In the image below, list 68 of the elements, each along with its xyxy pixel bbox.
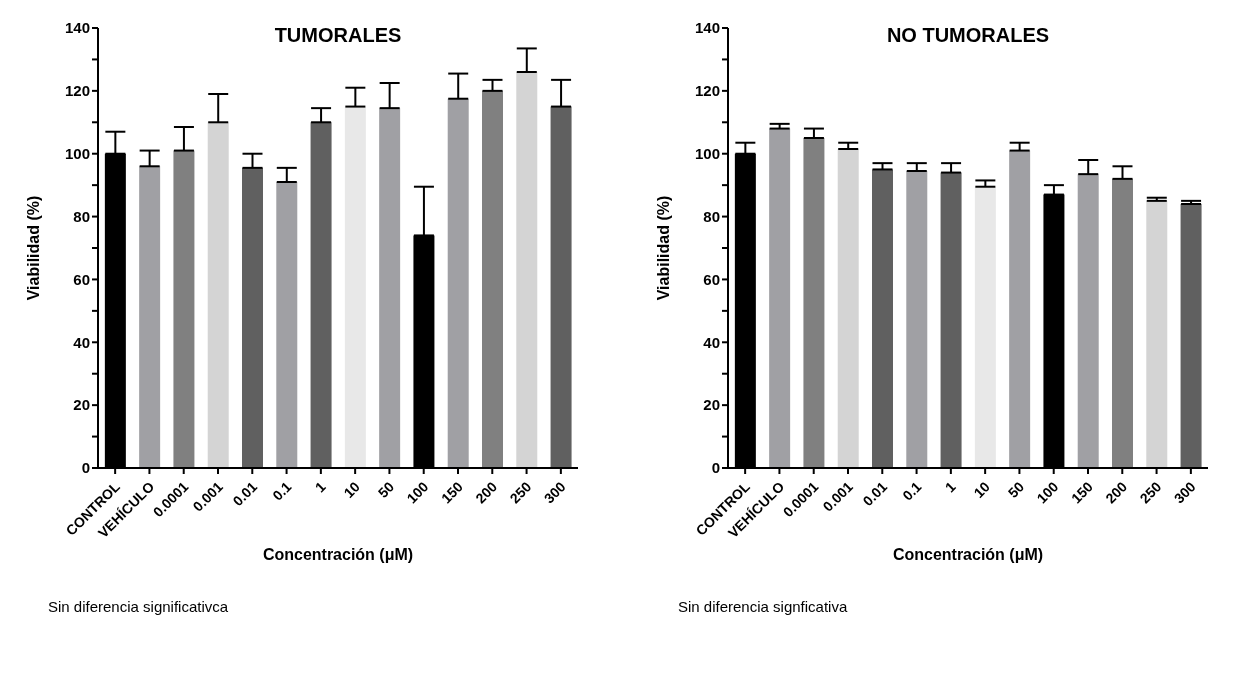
x-axis-title: Concentración (μM)	[892, 546, 1044, 563]
bar	[344, 106, 366, 468]
x-tick-label: 150	[1067, 478, 1096, 507]
bar	[906, 171, 928, 468]
y-tick-label: 140	[64, 19, 90, 37]
bar	[1180, 204, 1202, 468]
x-tick-label: 10	[340, 478, 364, 501]
y-axis-title: Viabilidad (%)	[24, 195, 42, 301]
y-tick-label: 0	[81, 459, 90, 477]
y-tick-label: 140	[694, 19, 720, 37]
x-tick-label: 250	[506, 478, 535, 507]
x-tick-label: 100	[403, 478, 432, 507]
x-tick-label: 50	[374, 478, 398, 501]
bar	[139, 166, 161, 468]
y-tick-label: 20	[73, 396, 90, 414]
bar	[974, 186, 996, 468]
x-tick-label: 300	[1170, 478, 1199, 507]
x-tick-label: 0.01	[229, 478, 261, 510]
y-tick-label: 120	[694, 82, 720, 100]
bar	[1146, 200, 1168, 468]
y-tick-label: 80	[73, 207, 90, 225]
y-tick-label: 100	[64, 145, 90, 163]
bar	[379, 108, 401, 468]
y-tick-label: 40	[73, 333, 90, 351]
bar	[482, 90, 503, 468]
y-tick-label: 0	[711, 459, 720, 477]
bar	[310, 122, 332, 468]
bar	[516, 72, 538, 468]
bar	[872, 169, 893, 468]
x-tick-label: 0.1	[269, 478, 295, 504]
x-tick-label: 300	[540, 478, 569, 507]
y-tick-label: 60	[73, 270, 90, 288]
bar	[837, 149, 859, 468]
bar	[1112, 178, 1133, 468]
x-tick-label: 200	[1102, 478, 1131, 507]
y-tick-label: 80	[703, 207, 720, 225]
bar	[1009, 150, 1031, 468]
chart-title: NO TUMORALES	[885, 24, 1051, 47]
x-tick-label: 0.01	[859, 478, 891, 510]
x-axis-title: Concentración (μM)	[262, 546, 414, 563]
x-tick-label: 250	[1136, 478, 1165, 507]
bar	[173, 150, 195, 468]
x-tick-label: 0.1	[899, 478, 925, 504]
x-tick-label: 1	[941, 478, 959, 496]
bar	[940, 172, 962, 468]
text: Sin diferencia signficativa	[678, 598, 848, 615]
y-axis-title: Viabilidad (%)	[654, 195, 672, 301]
chart-title: TUMORALES	[273, 24, 403, 47]
x-tick-label: 150	[437, 478, 466, 507]
bar	[207, 122, 229, 468]
bar	[276, 182, 298, 468]
bar	[1077, 174, 1099, 468]
bar	[242, 167, 263, 468]
x-tick-label: 100	[1033, 478, 1062, 507]
bar	[550, 106, 572, 468]
bar	[769, 128, 791, 468]
x-tick-label: 200	[472, 478, 501, 507]
y-tick-label: 60	[703, 270, 720, 288]
y-tick-label: 100	[694, 145, 720, 163]
y-tick-label: 40	[703, 333, 720, 351]
bar	[803, 138, 825, 468]
bar	[447, 98, 469, 468]
x-tick-label: 1	[311, 478, 329, 496]
text: Sin diferencia significativca	[48, 598, 229, 615]
x-tick-label: 10	[970, 478, 994, 501]
y-tick-label: 120	[64, 82, 90, 100]
y-tick-label: 20	[703, 396, 720, 414]
x-tick-label: 50	[1004, 478, 1028, 501]
